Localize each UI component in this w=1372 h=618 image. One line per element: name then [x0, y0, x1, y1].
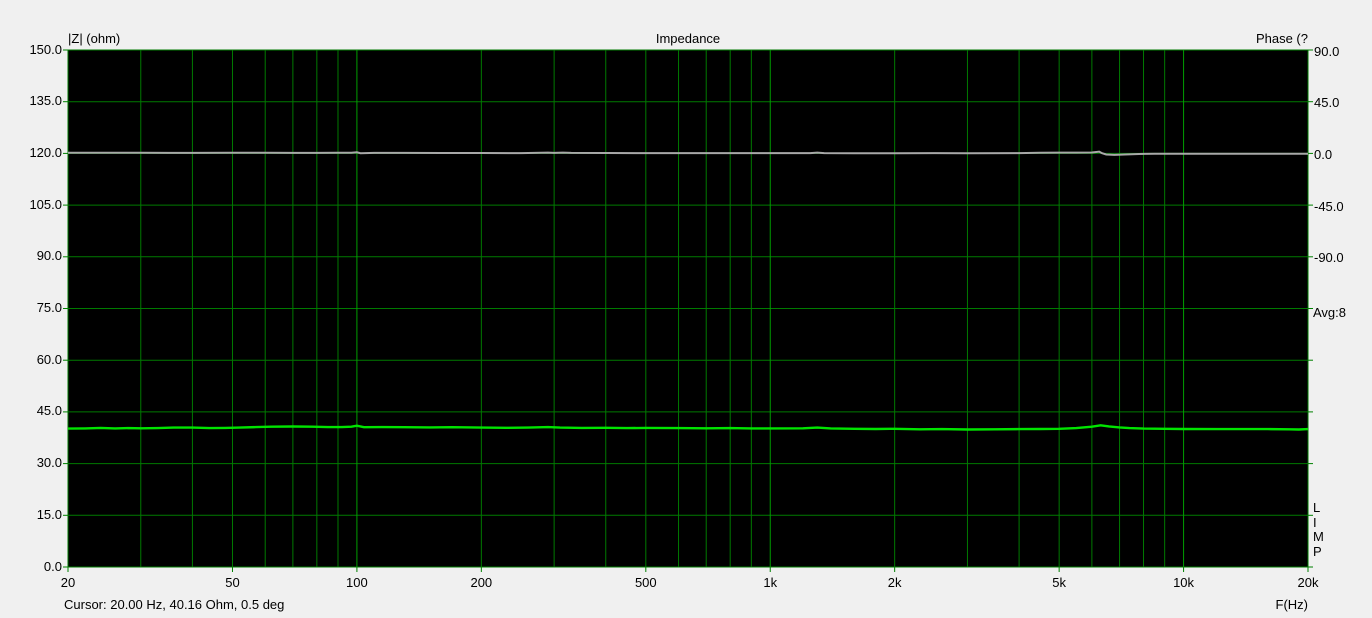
x-tick-label: 10k [1173, 575, 1195, 590]
phase-curve [67, 150, 1308, 156]
chart-title: Impedance [655, 31, 721, 46]
plot-area[interactable] [63, 49, 1313, 572]
y-left-tick-label: 135.0 [29, 93, 62, 109]
y-right-tick-label: 0.0 [1314, 146, 1333, 162]
y-left-tick-label: 120.0 [29, 144, 62, 160]
y-right-tick-label: -45.0 [1314, 198, 1344, 214]
x-tick-label: 5k [1052, 575, 1066, 590]
left-axis-title: |Z| (ohm) [68, 31, 121, 46]
limp-letter: M [1313, 529, 1324, 545]
right-axis-title: Phase (? [1255, 31, 1308, 46]
y-left-tick-label: 150.0 [29, 41, 62, 57]
x-tick-label: 50 [225, 575, 240, 590]
y-left-tick-label: 30.0 [36, 455, 62, 471]
limp-letter: L [1313, 500, 1321, 515]
limp-letter: I [1313, 514, 1317, 530]
x-tick-label: 20k [1297, 575, 1319, 590]
y-right-tick-label: 90.0 [1314, 43, 1340, 59]
impedance-phase-chart[interactable] [63, 49, 1313, 572]
x-tick-label: 100 [346, 575, 368, 590]
averages-label: Avg:8 [1313, 305, 1347, 320]
y-left-tick-label: 90.0 [36, 248, 62, 264]
x-tick-label: 2k [887, 575, 902, 590]
y-left-tick-label: 60.0 [36, 351, 62, 367]
x-axis-title: F(Hz) [1275, 597, 1309, 612]
limp-letter: P [1313, 543, 1322, 559]
y-left-tick-label: 15.0 [36, 506, 62, 522]
y-right-tick-label: -90.0 [1314, 250, 1344, 266]
y-left-tick-label: 105.0 [29, 196, 62, 212]
y-left-tick-label: 0.0 [43, 558, 62, 574]
impedance-curve [67, 424, 1309, 431]
cursor-readout: Cursor: 20.00 Hz, 40.16 Ohm, 0.5 deg [64, 597, 285, 612]
y-left-tick-label: 45.0 [36, 403, 62, 419]
x-tick-label: 20 [60, 575, 76, 590]
y-left-tick-label: 75.0 [36, 300, 62, 315]
x-tick-label: 1k [763, 575, 778, 590]
x-tick-label: 200 [470, 575, 493, 590]
y-right-tick-label: 45.0 [1314, 95, 1340, 111]
x-tick-label: 500 [634, 575, 657, 590]
